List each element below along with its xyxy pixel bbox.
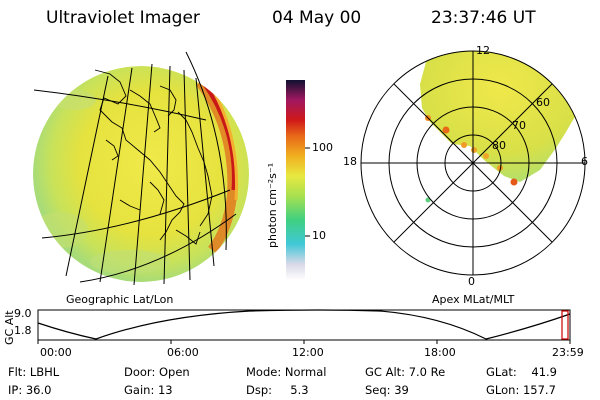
mlt-label-12: 12 [476,44,490,57]
gain-value: Gain: 13 [124,383,173,397]
orbit-xtick-0600: 06:00 [167,346,199,359]
time-label: 23:37:46 UT [431,8,536,28]
orbit-altitude-curve [37,309,571,340]
geographic-label: Geographic Lat/Lon [66,293,174,306]
orbit-xtick-1800: 18:00 [424,346,456,359]
orbit-plot-frame [37,309,571,341]
mlt-label-6: 6 [581,155,588,168]
date-label: 04 May 00 [272,8,362,28]
colorbar [286,80,305,280]
dsp-value: Dsp: 5.3 [246,383,309,397]
ip-value: IP: 36.0 [8,383,52,397]
orbit-xtick-0000: 00:00 [40,346,72,359]
colorbar-label-100: 100 [312,141,333,154]
instrument-title: Ultraviolet Imager [46,8,200,28]
mlt-label-0: 0 [468,275,475,288]
latitude-grid [33,89,237,283]
longitude-grid [65,51,227,286]
colorbar-unit-label: photon cm⁻²s⁻¹ [266,162,279,248]
earth-disk [33,66,249,282]
mlt-label-18: 18 [343,155,357,168]
orbit-ytick-high: 9.0 [14,307,32,320]
lat-label-70: 70 [512,119,526,132]
orbit-xtick-2359: 23:59 [552,346,584,359]
glon-value: GLon: 157.7 [486,383,556,397]
lat-label-60: 60 [536,96,550,109]
seq-value: Seq: 39 [365,383,409,397]
lat-label-80: 80 [492,139,506,152]
colorbar-label-10: 10 [312,229,326,242]
polar-plot [360,50,586,276]
mode-value: Mode: Normal [246,365,327,379]
glat-value: GLat: 41.9 [486,365,557,379]
orbit-xticks [37,340,571,344]
current-time-marker [561,310,569,340]
apex-label: Apex MLat/MLT [432,293,515,306]
gc-alt-value: GC Alt: 7.0 Re [365,365,446,379]
auroral-oval [420,51,580,182]
orbit-ytick-low: 1.8 [14,324,32,337]
door-value: Door: Open [124,365,190,379]
orbit-xtick-1200: 12:00 [292,346,324,359]
filter-value: Flt: LBHL [8,365,60,379]
